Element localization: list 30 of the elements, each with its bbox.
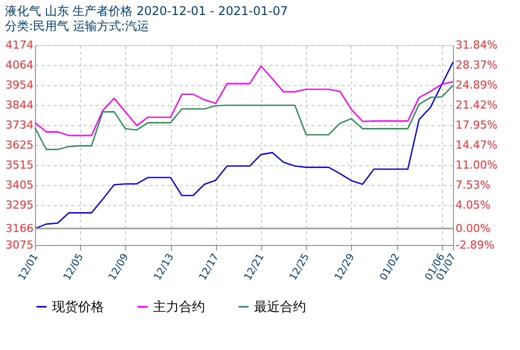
y2-tick-label: 14.47% bbox=[456, 138, 498, 152]
y2-tick-label: 28.37% bbox=[456, 58, 498, 72]
y-tick-label: 3166 bbox=[6, 222, 34, 235]
y2-tick-label: 21.42% bbox=[456, 98, 498, 112]
legend-label: 现货价格 bbox=[52, 300, 104, 315]
y2-tick-label: 17.95% bbox=[456, 118, 498, 132]
y2-tick-label: -2.89% bbox=[456, 238, 494, 252]
chart-subtitle: 分类:民用气 运输方式:汽运 bbox=[5, 19, 149, 33]
y-tick-label: 3295 bbox=[6, 198, 34, 212]
line-series bbox=[34, 61, 454, 230]
y-tick-label: 4064 bbox=[6, 58, 34, 72]
y2-tick-label: 7.53% bbox=[456, 178, 490, 192]
y2-tick-label: 0.00% bbox=[456, 222, 490, 235]
y-tick-label: 3734 bbox=[6, 118, 34, 132]
chart-title: 液化气 山东 生产者价格 2020-12-01 - 2021-01-07 bbox=[5, 4, 288, 18]
line-series bbox=[34, 84, 454, 150]
line-series bbox=[34, 65, 454, 136]
y2-tick-label: 11.00% bbox=[456, 158, 498, 172]
y-tick-label: 3515 bbox=[6, 158, 34, 172]
y-tick-label: 3625 bbox=[6, 138, 34, 152]
y-tick-label: 3405 bbox=[6, 178, 34, 192]
y2-tick-label: 24.89% bbox=[456, 78, 498, 92]
y-tick-label: 3844 bbox=[6, 98, 34, 112]
y2-tick-label: 4.05% bbox=[456, 198, 490, 212]
y-tick-label: 3075 bbox=[6, 238, 34, 252]
y2-tick-label: 31.84% bbox=[456, 38, 498, 52]
y-tick-label: 4174 bbox=[6, 38, 34, 52]
legend-label: 主力合约 bbox=[153, 298, 205, 315]
legend-label: 最近合约 bbox=[254, 300, 306, 315]
y-tick-label: 3954 bbox=[6, 78, 34, 92]
